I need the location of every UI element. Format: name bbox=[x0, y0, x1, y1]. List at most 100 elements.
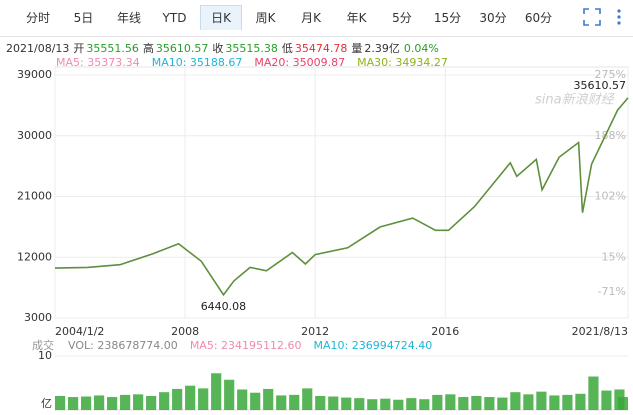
quote-label: 量 bbox=[351, 42, 363, 55]
tab[interactable]: 60分 bbox=[524, 11, 553, 25]
x-tick-label: 2012 bbox=[301, 325, 329, 338]
volume-bar bbox=[276, 395, 287, 410]
volume-bar bbox=[617, 397, 628, 410]
volume-bar bbox=[263, 388, 274, 410]
quote-value: 35474.78 bbox=[294, 42, 348, 55]
volume-bar bbox=[159, 392, 170, 410]
ma-value: MA20: 35009.87 bbox=[254, 56, 346, 69]
volume-bar bbox=[380, 398, 391, 410]
y-unit: 亿 bbox=[41, 397, 52, 410]
tab[interactable]: 年K bbox=[346, 11, 367, 25]
volume-bar bbox=[94, 395, 105, 410]
legend-entry: MA10: 236994724.40 bbox=[314, 339, 433, 352]
y2-tick-label: 188% bbox=[595, 129, 626, 142]
volume-bar bbox=[458, 397, 469, 410]
tab-bar: 分时 5日 年线 YTD 日K 周K 月K 年K 5分 15分 30分 60分 bbox=[0, 0, 633, 37]
volume-bar bbox=[614, 389, 625, 410]
y-tick-label: 21000 bbox=[17, 190, 52, 203]
volume-bar bbox=[471, 395, 482, 410]
volume-bar bbox=[107, 397, 118, 410]
volume-bar bbox=[211, 373, 222, 410]
y2-tick-label: 15% bbox=[602, 251, 626, 264]
x-tick-label: 2004/1/2 bbox=[55, 325, 104, 338]
ma-value: MA5: 35373.34 bbox=[56, 56, 140, 69]
quote-label: 收 bbox=[212, 42, 224, 55]
y-tick-label: 10 bbox=[38, 349, 52, 362]
quote-label: 开 bbox=[73, 42, 85, 55]
volume-bar bbox=[354, 398, 365, 410]
volume-bar bbox=[588, 376, 599, 410]
quote-value: 2.39亿 bbox=[364, 42, 400, 55]
volume-bar bbox=[432, 394, 443, 410]
volume-bar bbox=[419, 399, 430, 410]
volume-bar bbox=[198, 388, 209, 410]
volume-bar bbox=[328, 396, 339, 410]
y-tick-label: 12000 bbox=[17, 250, 52, 263]
tab[interactable]: 日K bbox=[200, 5, 242, 30]
ma-line: MA5: 35373.34 MA10: 35188.67 MA20: 35009.8… bbox=[56, 56, 460, 69]
volume-bar bbox=[315, 395, 326, 410]
price-line bbox=[54, 97, 629, 297]
y-tick-label: 30000 bbox=[17, 129, 52, 142]
quote-label: 高 bbox=[142, 42, 154, 55]
quote-value: 35551.56 bbox=[86, 42, 139, 55]
volume-bar bbox=[172, 388, 183, 410]
volume-bar bbox=[510, 392, 521, 410]
volume-bar bbox=[289, 394, 300, 410]
volume-bar bbox=[55, 395, 66, 410]
volume-bar bbox=[367, 399, 378, 410]
quote-value: 35515.38 bbox=[225, 42, 278, 55]
fullscreen-icon[interactable] bbox=[583, 8, 601, 26]
tab[interactable]: 周K bbox=[255, 11, 276, 25]
volume-bar bbox=[497, 397, 508, 410]
x-tick-label: 2021/8/13 bbox=[572, 325, 628, 338]
volume-bar bbox=[250, 392, 261, 410]
tab[interactable]: 5分 bbox=[392, 11, 412, 25]
x-tick-label: 2008 bbox=[171, 325, 199, 338]
x-tick-label: 2016 bbox=[431, 325, 459, 338]
volume-bar bbox=[484, 397, 495, 410]
volume-bar bbox=[185, 385, 196, 410]
volume-bar bbox=[549, 395, 560, 410]
ma-value: MA30: 34934.27 bbox=[357, 56, 448, 69]
volume-bar bbox=[146, 395, 157, 410]
annotation: 35610.57 bbox=[574, 79, 627, 92]
panel-title: 成交 bbox=[32, 338, 54, 352]
volume-bar bbox=[302, 388, 313, 410]
tab[interactable]: YTD bbox=[162, 11, 187, 25]
quote-change: 0.04% bbox=[403, 42, 439, 55]
tab[interactable]: 30分 bbox=[479, 11, 507, 25]
volume-bar bbox=[406, 398, 417, 410]
volume-bar bbox=[601, 390, 612, 410]
y2-tick-label: 275% bbox=[595, 68, 626, 81]
volume-bar bbox=[536, 391, 547, 410]
y-tick-label: 39000 bbox=[17, 68, 52, 81]
y-tick-label: 3000 bbox=[24, 311, 52, 324]
tab[interactable]: 5日 bbox=[73, 11, 94, 25]
volume-bar bbox=[224, 379, 235, 410]
tab[interactable]: 月K bbox=[301, 11, 321, 25]
quote-label: 低 bbox=[281, 42, 293, 55]
tab[interactable]: 分时 bbox=[25, 11, 50, 25]
volume-bar bbox=[133, 394, 144, 410]
quote-value: 35610.57 bbox=[155, 42, 209, 55]
legend-entry: VOL: 238678774.00 bbox=[68, 339, 178, 352]
y2-tick-label: 102% bbox=[595, 190, 626, 203]
volume-bar bbox=[575, 393, 586, 410]
volume-bar bbox=[237, 389, 248, 410]
plot-frame bbox=[54, 66, 629, 319]
tab[interactable]: 15分 bbox=[433, 11, 462, 25]
watermark: sina新浪财经 bbox=[535, 92, 616, 108]
volume-bar bbox=[81, 396, 92, 410]
volume-bar bbox=[445, 394, 456, 410]
volume-bar bbox=[393, 399, 404, 410]
annotation: 6440.08 bbox=[201, 300, 247, 313]
tab[interactable]: 年线 bbox=[116, 11, 141, 25]
volume-bar bbox=[341, 397, 352, 410]
more-icon[interactable] bbox=[610, 8, 628, 26]
volume-bar bbox=[562, 394, 573, 410]
legend-entry: MA5: 234195112.60 bbox=[190, 339, 302, 352]
quote-date: 2021/08/13 bbox=[6, 42, 70, 55]
ma-value: MA10: 35188.67 bbox=[151, 56, 243, 69]
